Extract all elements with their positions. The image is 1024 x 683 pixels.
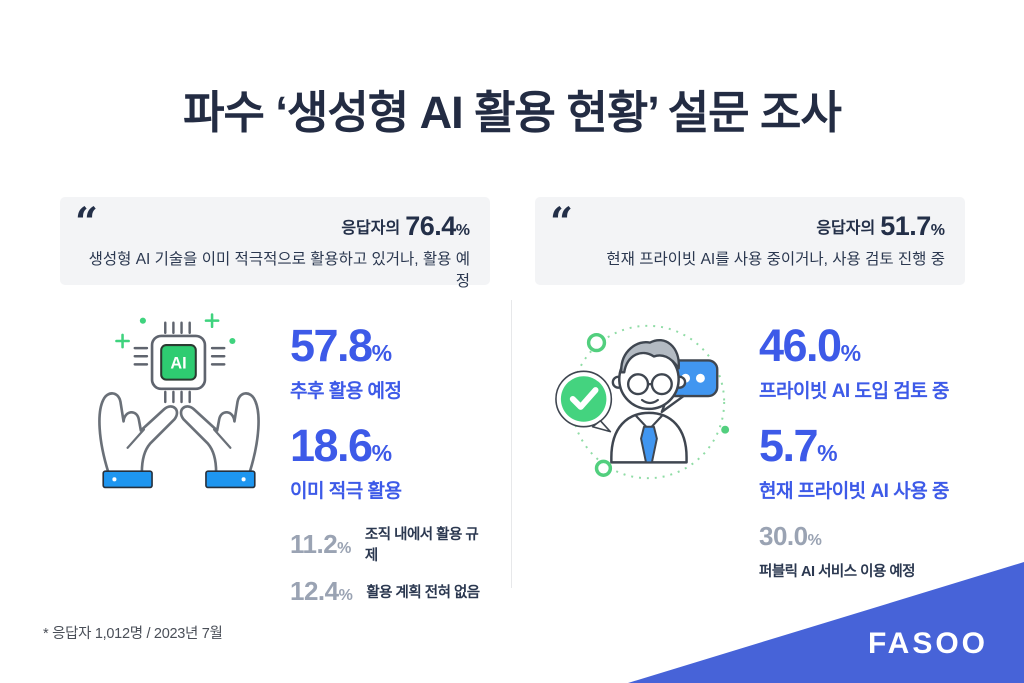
green-dot (721, 425, 730, 434)
right-hand (179, 392, 260, 489)
quote-prefix: 응답자의 (341, 220, 401, 237)
stats-left: 57.8% 추후 활용 예정 18.6% 이미 적극 활용 11.2% 조직 내… (290, 307, 490, 617)
quote-icon: “ (75, 199, 99, 246)
quote-unit: % (455, 222, 470, 239)
footnote: * 응답자 1,012명 / 2023년 7월 (43, 626, 223, 642)
quote-headline: 응답자의 51.7% (555, 211, 945, 242)
page-title: 파수 ‘생성형 AI 활용 현황’ 설문 조사 (183, 87, 842, 138)
check-bubble (555, 370, 613, 433)
column-divider (511, 300, 512, 588)
stat-regulated: 11.2% 조직 내에서 활용 규제 (290, 523, 490, 565)
ring-accent-circle (586, 332, 607, 353)
left-hand (98, 392, 179, 489)
stat-public-ai-plan: 30.0% 퍼블릭 AI 서비스 이용 예정 (759, 523, 949, 581)
ring-accent-circle (594, 459, 613, 477)
quote-subtitle: 현재 프라이빗 AI를 사용 중이거나, 사용 검토 진행 중 (606, 251, 945, 269)
sparkle-decorations (115, 313, 220, 349)
stat-label: 프라이빗 AI 도입 검토 중 (759, 381, 949, 402)
person (610, 339, 688, 464)
tie (640, 425, 658, 464)
person-check-chat-illustration (551, 307, 739, 581)
stat-label: 조직 내에서 활용 규제 (364, 527, 479, 564)
hands-holding-ai-chip-illustration: AI (90, 307, 268, 617)
panel-left-content: AI 57.8% 추후 활용 예정 (60, 307, 490, 617)
chip-ai-label: AI (170, 354, 186, 372)
chip-pins (133, 321, 226, 404)
stat-value: 18.6% (290, 420, 393, 471)
stat-label: 활용 계획 전혀 없음 (366, 584, 480, 601)
stat-active-use: 18.6% 이미 적극 활용 (290, 423, 490, 503)
stat-future-use: 57.8% 추후 활용 예정 (290, 323, 490, 403)
fasoo-logo: FASOO (867, 627, 988, 660)
stats-right: 46.0% 프라이빗 AI 도입 검토 중 5.7% 현재 프라이빗 AI 사용… (759, 307, 949, 581)
stat-private-ai-review: 46.0% 프라이빗 AI 도입 검토 중 (759, 323, 949, 403)
stat-label: 퍼블릭 AI 서비스 이용 예정 (759, 564, 916, 580)
stat-value: 12.4% (290, 576, 353, 606)
green-dot (229, 337, 236, 345)
stat-value: 30.0% (759, 521, 822, 551)
quote-headline: 응답자의 76.4% (80, 211, 470, 242)
smile (640, 398, 659, 405)
panel-private-ai: “ 응답자의 51.7% 현재 프라이빗 AI를 사용 중이거나, 사용 검토 진… (535, 197, 965, 581)
person-check-chat-icon (555, 324, 730, 480)
panel-generative-ai: “ 응답자의 76.4% 생성형 AI 기술을 이미 적극적으로 활용하고 있거나… (60, 197, 490, 617)
stat-label: 현재 프라이빗 AI 사용 중 (759, 481, 949, 502)
quote-icon: “ (550, 199, 574, 246)
green-dot (139, 317, 146, 324)
stat-private-ai-inuse: 5.7% 현재 프라이빗 AI 사용 중 (759, 423, 949, 503)
quote-value: 51.7 (880, 211, 931, 241)
stat-value: 11.2% (290, 529, 351, 559)
stat-value: 46.0% (759, 320, 862, 371)
quote-prefix: 응답자의 (816, 220, 876, 237)
quote-subtitle: 생성형 AI 기술을 이미 적극적으로 활용하고 있거나, 활용 예정 (88, 251, 470, 291)
stat-value: 5.7% (759, 420, 838, 471)
panel-right-content: 46.0% 프라이빗 AI 도입 검토 중 5.7% 현재 프라이빗 AI 사용… (535, 307, 965, 581)
stat-no-plan: 12.4% 활용 계획 전혀 없음 (290, 578, 490, 604)
quote-card-right: “ 응답자의 51.7% 현재 프라이빗 AI를 사용 중이거나, 사용 검토 진… (535, 197, 965, 285)
stat-value: 57.8% (290, 320, 393, 371)
hair (620, 339, 680, 374)
quote-unit: % (930, 222, 945, 239)
quote-card-left: “ 응답자의 76.4% 생성형 AI 기술을 이미 적극적으로 활용하고 있거나… (60, 197, 490, 290)
stat-label: 추후 활용 예정 (290, 381, 402, 402)
chip-core (160, 344, 197, 381)
check-icon (569, 387, 599, 410)
quote-value: 76.4 (405, 211, 456, 241)
stat-label: 이미 적극 활용 (290, 481, 402, 502)
hands-ai-chip-icon: AI (98, 313, 260, 489)
